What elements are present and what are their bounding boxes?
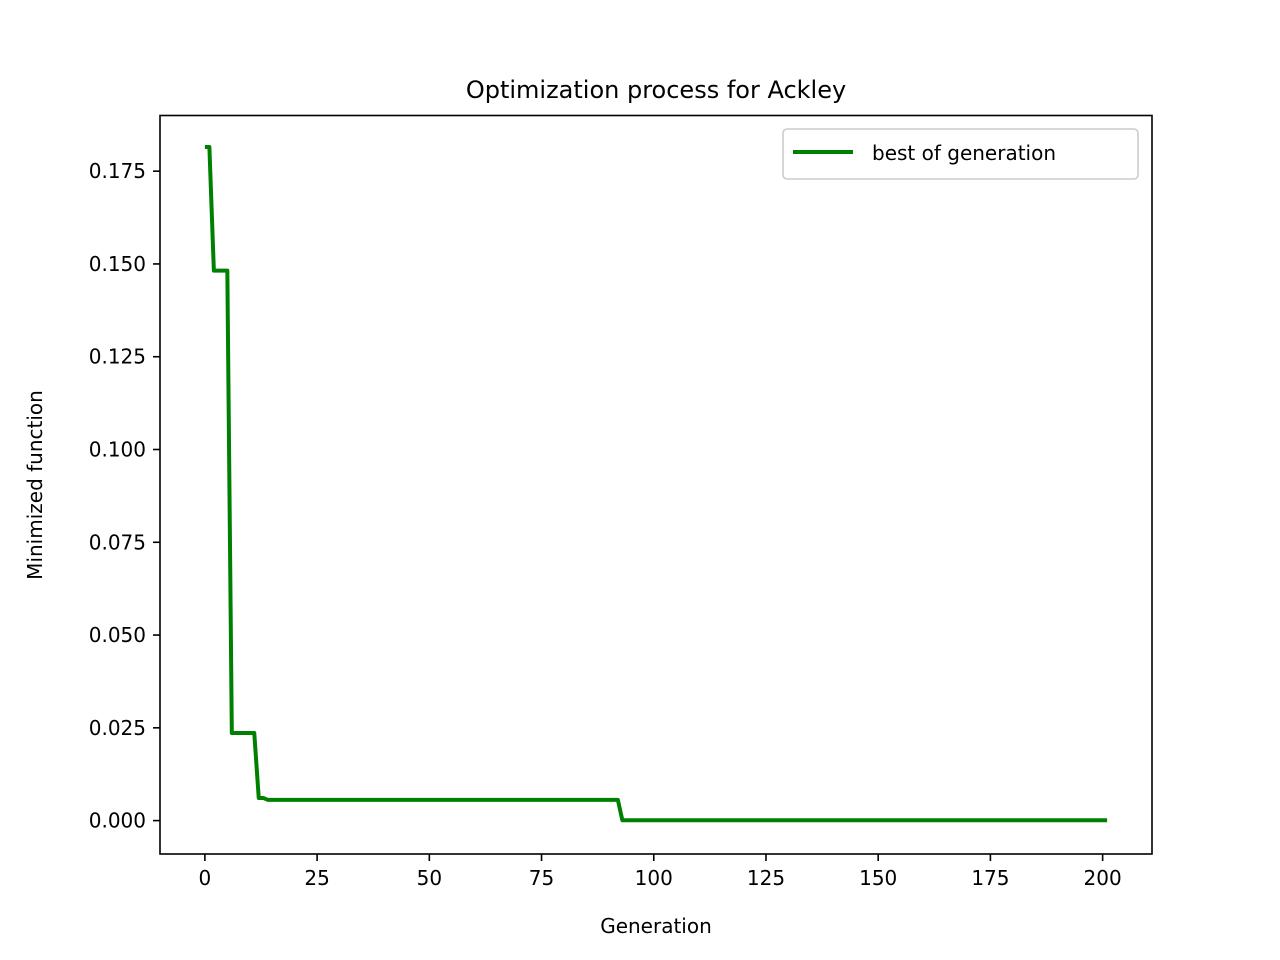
x-tick-label: 125 — [747, 866, 785, 890]
x-axis-label: Generation — [600, 914, 712, 938]
legend-box — [782, 128, 1139, 180]
x-tick-label: 25 — [304, 866, 329, 890]
legend: best of generation — [782, 128, 1139, 180]
legend-label: best of generation — [872, 141, 1056, 165]
series-line-best-of-generation — [204, 145, 1108, 823]
plot-area: 0 25 50 75 100 125 150 175 200 0.000 0.025 0.050 0.0… — [89, 145, 1122, 890]
x-tick-label: 100 — [635, 866, 673, 890]
x-tick-label: 50 — [417, 866, 442, 890]
y-tick-label: 0.050 — [89, 623, 146, 647]
axes-frame — [159, 114, 1153, 855]
y-tick-label: 0.100 — [89, 437, 146, 461]
chart-title: Optimization process for Ackley — [466, 76, 846, 104]
y-tick-label: 0.150 — [89, 252, 146, 276]
y-tick-label: 0.175 — [89, 159, 146, 183]
y-tick-label: 0.000 — [89, 809, 146, 833]
y-axis-label: Minimized function — [23, 390, 47, 580]
x-tick-label: 200 — [1084, 866, 1122, 890]
y-tick-label: 0.125 — [89, 345, 146, 369]
y-tick-label: 0.025 — [89, 716, 146, 740]
x-tick-label: 75 — [529, 866, 554, 890]
x-tick-label: 0 — [199, 866, 212, 890]
x-tick-label: 175 — [971, 866, 1009, 890]
y-tick-label: 0.075 — [89, 530, 146, 554]
x-tick-label: 150 — [859, 866, 897, 890]
